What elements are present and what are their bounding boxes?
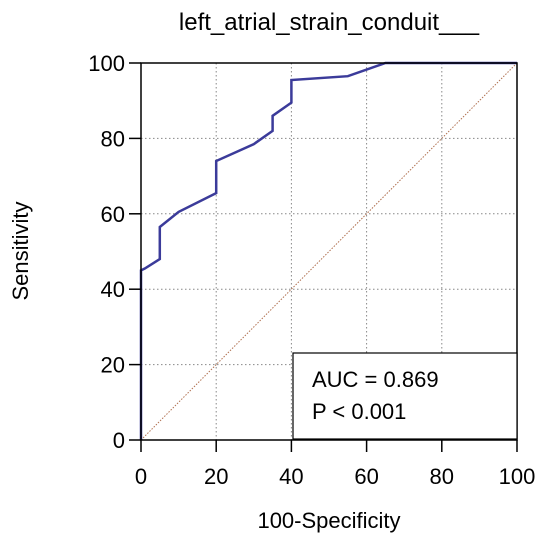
y-tick-label: 20 [101,353,125,378]
x-tick-label: 0 [135,464,147,489]
x-axis: 0 20 40 60 80 100 [135,440,535,489]
y-tick-label: 60 [101,202,125,227]
y-tick-label: 80 [101,126,125,151]
x-tick-label: 60 [354,464,378,489]
y-tick-label: 0 [113,428,125,453]
plot-frame [140,62,518,441]
auc-value-text: AUC = 0.869 [312,367,439,392]
auc-annotation-box: AUC = 0.869 P < 0.001 [292,352,518,440]
y-tick-label: 40 [101,277,125,302]
roc-curve [139,61,517,440]
p-value-text: P < 0.001 [312,399,406,424]
y-axis-label: Sensitivity [8,201,33,300]
y-tick-label: 100 [88,51,125,76]
x-tick-label: 20 [204,464,228,489]
chart-title: left_atrial_strain_conduit___ [179,9,480,36]
x-tick-label: 40 [279,464,303,489]
x-tick-label: 80 [430,464,454,489]
y-axis: 0 20 40 60 80 100 [88,51,141,453]
x-axis-label: 100-Specificity [257,508,400,533]
x-tick-label: 100 [499,464,536,489]
